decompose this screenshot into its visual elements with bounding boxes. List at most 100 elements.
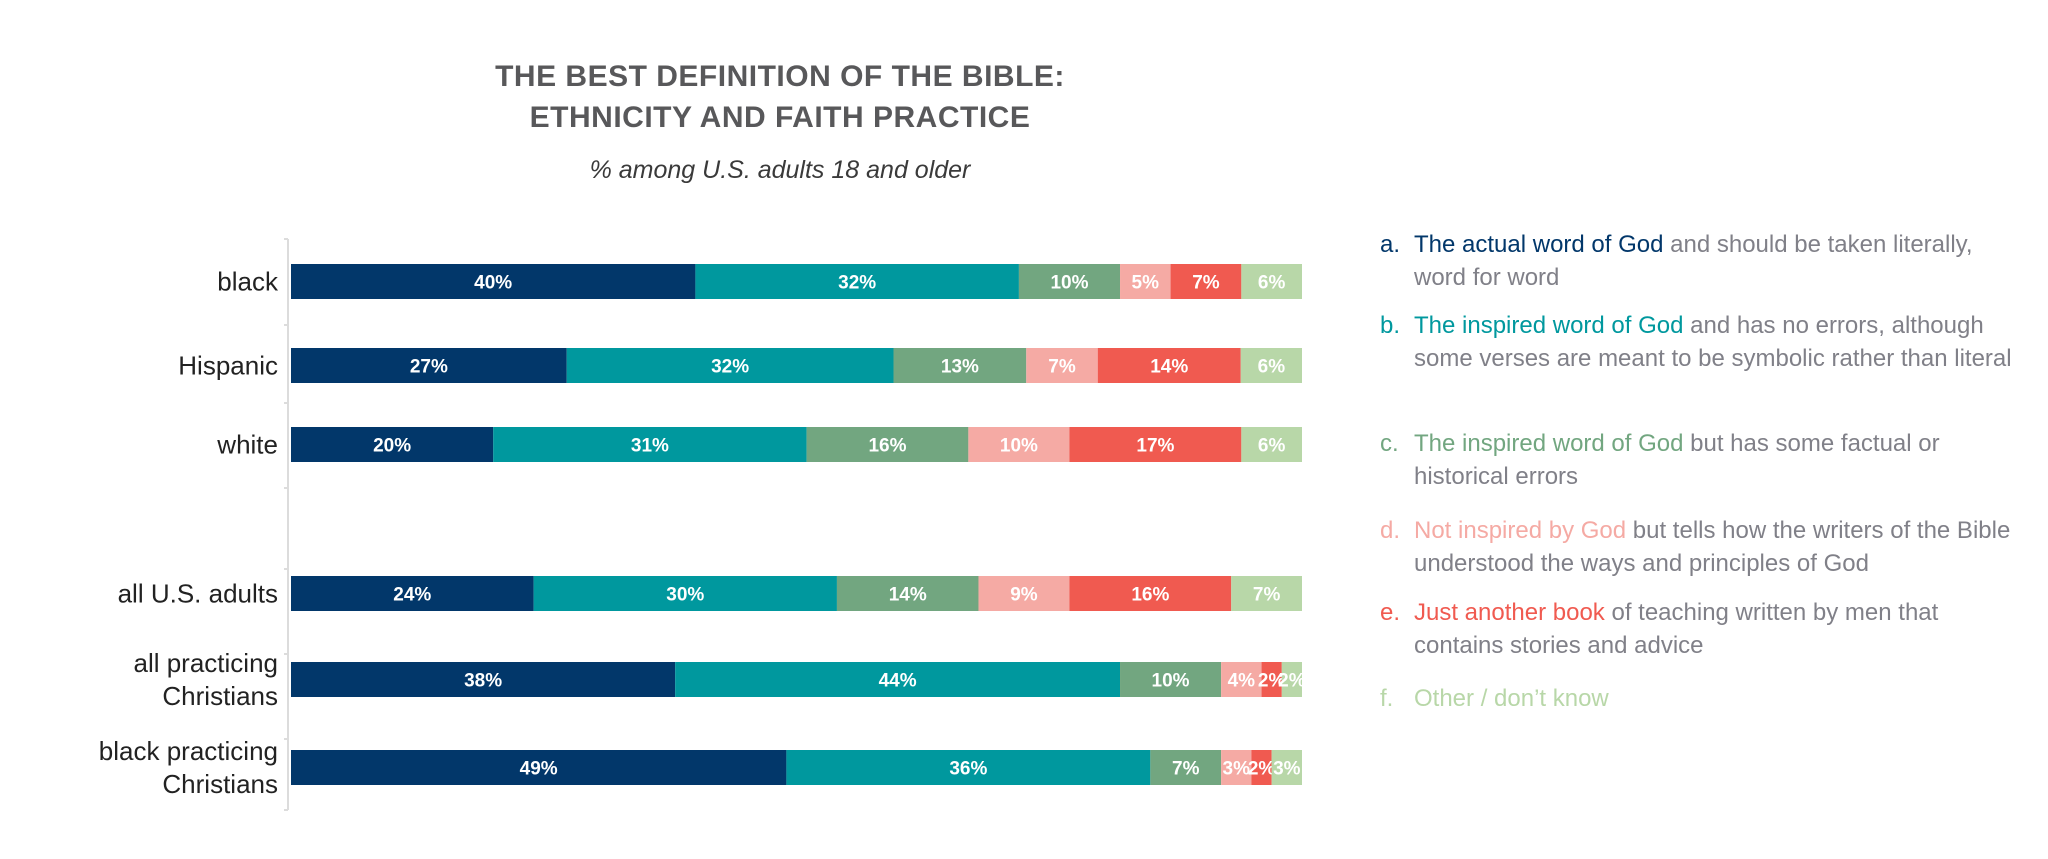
bar-segment [1241, 264, 1302, 299]
legend-description: and should be taken literally, word for … [1414, 231, 1973, 291]
bar-segment [1231, 576, 1302, 611]
data-label: 44% [879, 671, 917, 692]
legend-description: of teaching written by men that contains… [1414, 599, 1939, 659]
bar-segment [1120, 264, 1171, 299]
data-label: 10% [1050, 273, 1088, 294]
data-label: 4% [1228, 671, 1256, 692]
bar-segment [291, 427, 494, 462]
legend-series-name: Not inspired by God [1414, 517, 1627, 544]
data-label: 2% [1248, 759, 1276, 780]
bar-segment [1018, 264, 1121, 299]
legend-letter: b. [1380, 312, 1401, 339]
bar-segment [533, 576, 837, 611]
legend-text: The inspired word of God but has some fa… [1414, 427, 2014, 493]
legend-text: Other / don’t know [1414, 682, 2014, 715]
data-label: 38% [464, 671, 502, 692]
data-label: 2% [1258, 671, 1286, 692]
bar-segment [1251, 750, 1272, 785]
bar-segment [1097, 348, 1241, 383]
bar-segment [1069, 576, 1232, 611]
data-label: 2% [1278, 671, 1306, 692]
bar-segment [836, 576, 979, 611]
legend-description: but tells how the writers of the Bible u… [1414, 517, 2011, 577]
data-label: 20% [373, 436, 411, 457]
category-label: all practicing [133, 648, 278, 678]
legend-text: The actual word of God and should be tak… [1414, 228, 2014, 294]
bar-segment [968, 427, 1070, 462]
legend-description: but has some factual or historical error… [1414, 430, 1940, 490]
chart-subtitle: % among U.S. adults 18 and older [589, 156, 971, 184]
bar-segment [291, 662, 676, 697]
data-label: 49% [520, 759, 558, 780]
bar-segment [675, 662, 1121, 697]
data-label: 17% [1136, 436, 1174, 457]
bar-segment [1221, 662, 1262, 697]
bar-segment [1240, 348, 1302, 383]
legend-text: Not inspired by God but tells how the wr… [1414, 514, 2014, 580]
data-label: 6% [1258, 436, 1286, 457]
data-label: 16% [1131, 585, 1169, 606]
data-label: 3% [1273, 759, 1301, 780]
bar-segment [1241, 427, 1302, 462]
bar-segment [291, 264, 696, 299]
bar-segment [806, 427, 969, 462]
bar-segment [566, 348, 894, 383]
legend-text: Just another book of teaching written by… [1414, 596, 2014, 662]
legend-letter: e. [1380, 599, 1401, 626]
legend-series-name: Other / don’t know [1414, 685, 1609, 712]
data-label: 36% [949, 759, 987, 780]
bar-segment [291, 576, 534, 611]
bar-segment [978, 576, 1070, 611]
legend-description: and has no errors, although some verses … [1414, 312, 2012, 372]
legend-series-name: The actual word of God [1414, 231, 1664, 258]
bar-segment [1281, 662, 1302, 697]
data-label: 9% [1010, 585, 1038, 606]
bar-segment [1261, 662, 1282, 697]
data-label: 10% [1000, 436, 1038, 457]
bar-segment [291, 750, 787, 785]
data-label: 27% [410, 357, 448, 378]
category-label: black practicing [99, 736, 278, 766]
bar-segment [1271, 750, 1302, 785]
data-label: 6% [1258, 357, 1286, 378]
data-label: 3% [1223, 759, 1251, 780]
data-label: 6% [1258, 273, 1286, 294]
data-label: 7% [1172, 759, 1200, 780]
category-label: white [216, 430, 278, 460]
chart-title-line-1: THE BEST DEFINITION OF THE BIBLE: [495, 60, 1065, 93]
legend-letter: d. [1380, 517, 1401, 544]
category-label: Christians [162, 681, 278, 711]
data-label: 14% [1150, 357, 1188, 378]
bar-segment [695, 264, 1019, 299]
bar-segment [1150, 750, 1222, 785]
bar-segment [1221, 750, 1252, 785]
bar-segment [1170, 264, 1242, 299]
legend-series-name: The inspired word of God [1414, 312, 1684, 339]
legend-letter: a. [1380, 231, 1401, 258]
data-label: 7% [1253, 585, 1281, 606]
data-label: 16% [868, 436, 906, 457]
data-label: 40% [474, 273, 512, 294]
legend-letter: c. [1380, 430, 1399, 457]
legend-letter: f. [1380, 685, 1394, 712]
bar-segment [291, 348, 567, 383]
data-label: 7% [1048, 357, 1076, 378]
data-label: 30% [666, 585, 704, 606]
data-label: 24% [393, 585, 431, 606]
data-label: 7% [1192, 273, 1220, 294]
legend-series-name: Just another book [1414, 599, 1605, 626]
category-label: all U.S. adults [118, 579, 278, 609]
category-label: black [217, 267, 279, 297]
data-label: 10% [1152, 671, 1190, 692]
data-label: 14% [889, 585, 927, 606]
bar-segment [1026, 348, 1098, 383]
bar-segment [1069, 427, 1242, 462]
data-label: 32% [711, 357, 749, 378]
data-label: 31% [631, 436, 669, 457]
bar-segment [1120, 662, 1222, 697]
data-label: 5% [1132, 273, 1160, 294]
data-label: 32% [838, 273, 876, 294]
data-label: 13% [941, 357, 979, 378]
legend-text: The inspired word of God and has no erro… [1414, 309, 2014, 375]
